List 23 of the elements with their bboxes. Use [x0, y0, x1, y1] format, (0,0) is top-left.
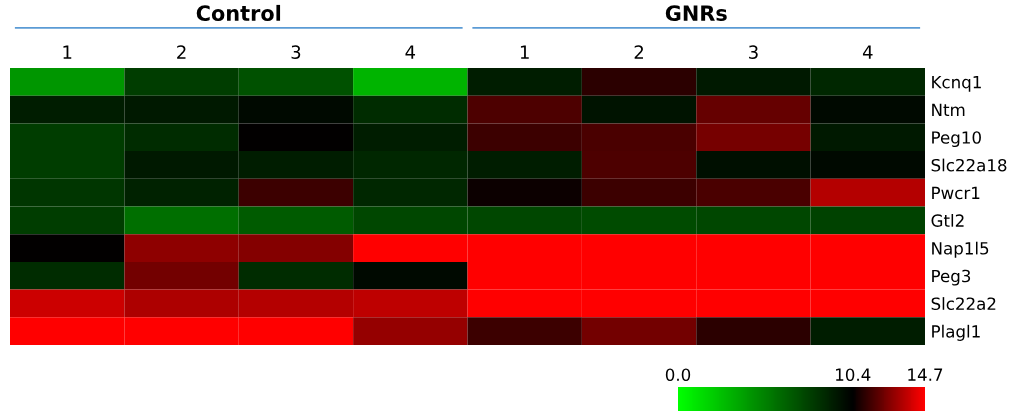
y-tick-label: Slc22a2: [931, 297, 996, 311]
x-tick-label: 3: [291, 45, 301, 59]
x-tick-label: 4: [405, 45, 416, 59]
y-tick-label: Kcnq1: [932, 76, 981, 92]
y-tick-label: Peg10: [932, 131, 981, 148]
y-tick-label: Peg3: [932, 269, 971, 286]
color-bar-label: 10.4: [836, 368, 871, 381]
x-tick-label: 1: [63, 45, 72, 59]
x-tick-label: 4: [862, 45, 873, 59]
y-tick-label: Plagl1: [932, 324, 980, 341]
y-tick-label: Pwcr1: [932, 186, 980, 200]
x-tick-label: 2: [177, 45, 186, 59]
y-tick-label: Gtl2: [931, 214, 964, 227]
x-tick-label: 1: [520, 45, 529, 59]
text: Control: [196, 4, 281, 22]
y-tick-label: Slc22a18: [931, 158, 1007, 172]
color-bar-label: 0.0: [665, 368, 691, 381]
color-bar-label: 14.7: [908, 368, 943, 381]
x-tick-label: 3: [749, 45, 758, 59]
y-tick-label: Nap1l5: [932, 241, 989, 258]
y-tick-label: Ntm: [932, 103, 965, 116]
x-tick-label: 2: [634, 45, 643, 59]
text: GNRs: [665, 5, 727, 22]
